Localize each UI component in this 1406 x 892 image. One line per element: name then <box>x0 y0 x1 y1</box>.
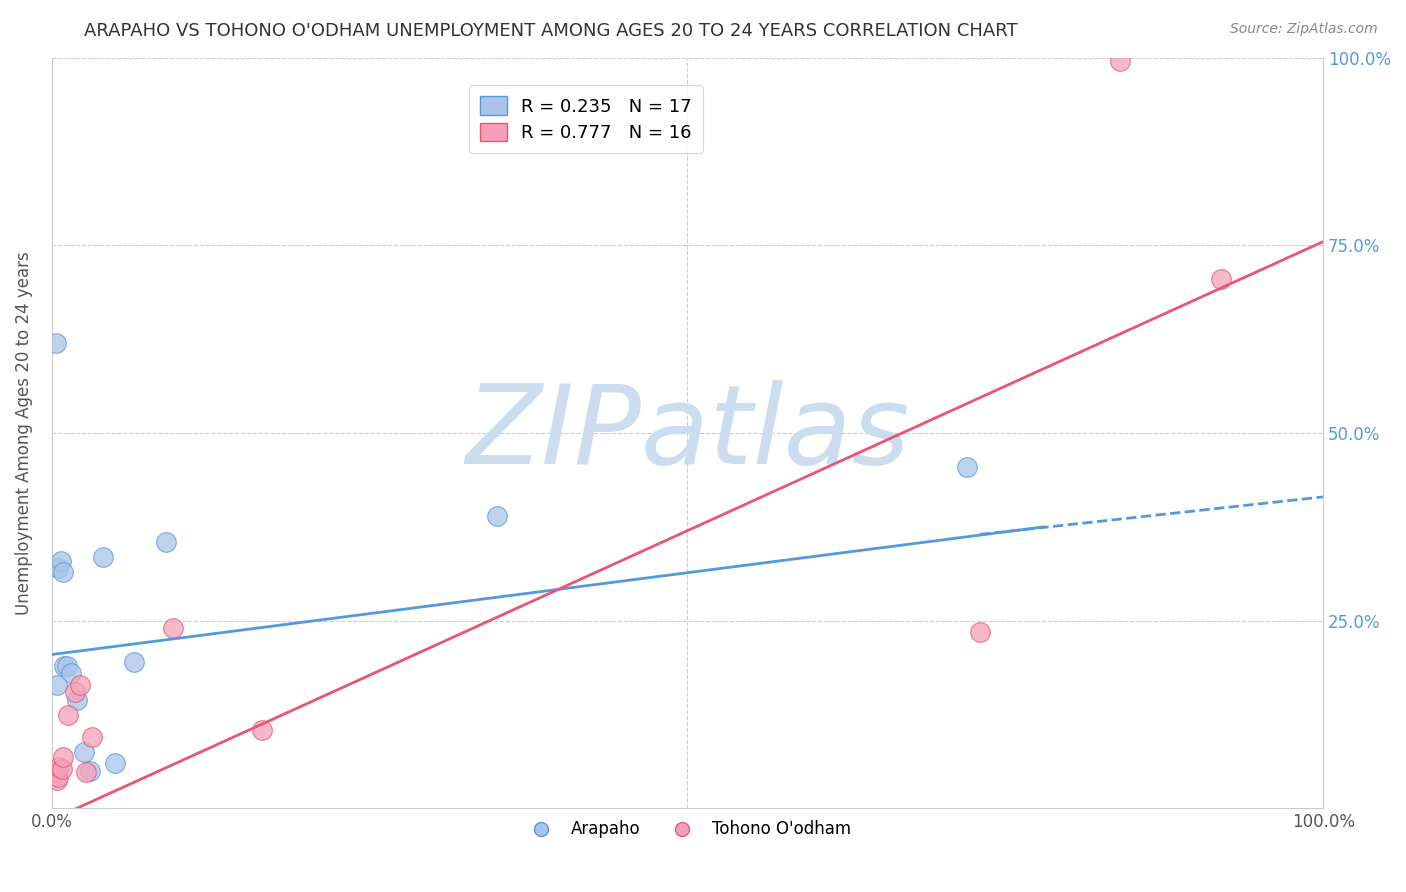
Point <box>52 565 75 579</box>
Point <box>1108 54 1130 69</box>
Point <box>48 760 70 774</box>
Point <box>75 765 97 780</box>
Text: ARAPAHO VS TOHONO O'ODHAM UNEMPLOYMENT AMONG AGES 20 TO 24 YEARS CORRELATION CHA: ARAPAHO VS TOHONO O'ODHAM UNEMPLOYMENT A… <box>84 22 1018 40</box>
Point <box>1211 272 1233 286</box>
Point <box>52 750 75 764</box>
Point <box>79 764 101 778</box>
Point <box>91 549 114 564</box>
Point <box>162 621 184 635</box>
Point <box>45 677 67 691</box>
Point <box>56 658 79 673</box>
Point <box>124 655 146 669</box>
Point <box>956 459 979 474</box>
Point <box>51 763 73 777</box>
Point <box>82 730 104 744</box>
Point <box>969 625 991 640</box>
Point <box>485 508 508 523</box>
Y-axis label: Unemployment Among Ages 20 to 24 years: Unemployment Among Ages 20 to 24 years <box>15 252 32 615</box>
Point <box>45 765 67 780</box>
Legend: Arapaho, Tohono O'odham: Arapaho, Tohono O'odham <box>517 814 858 845</box>
Point <box>66 692 89 706</box>
Point <box>45 335 67 350</box>
Point <box>45 772 67 787</box>
Point <box>155 535 177 549</box>
Point <box>104 756 127 771</box>
Point <box>49 554 72 568</box>
Point <box>46 561 69 575</box>
Point <box>69 677 91 691</box>
Text: ZIPatlas: ZIPatlas <box>465 380 910 486</box>
Point <box>46 770 69 784</box>
Point <box>59 666 82 681</box>
Point <box>63 685 86 699</box>
Point <box>58 707 80 722</box>
Point <box>53 658 76 673</box>
Text: Source: ZipAtlas.com: Source: ZipAtlas.com <box>1230 22 1378 37</box>
Point <box>250 723 273 737</box>
Point <box>72 745 94 759</box>
